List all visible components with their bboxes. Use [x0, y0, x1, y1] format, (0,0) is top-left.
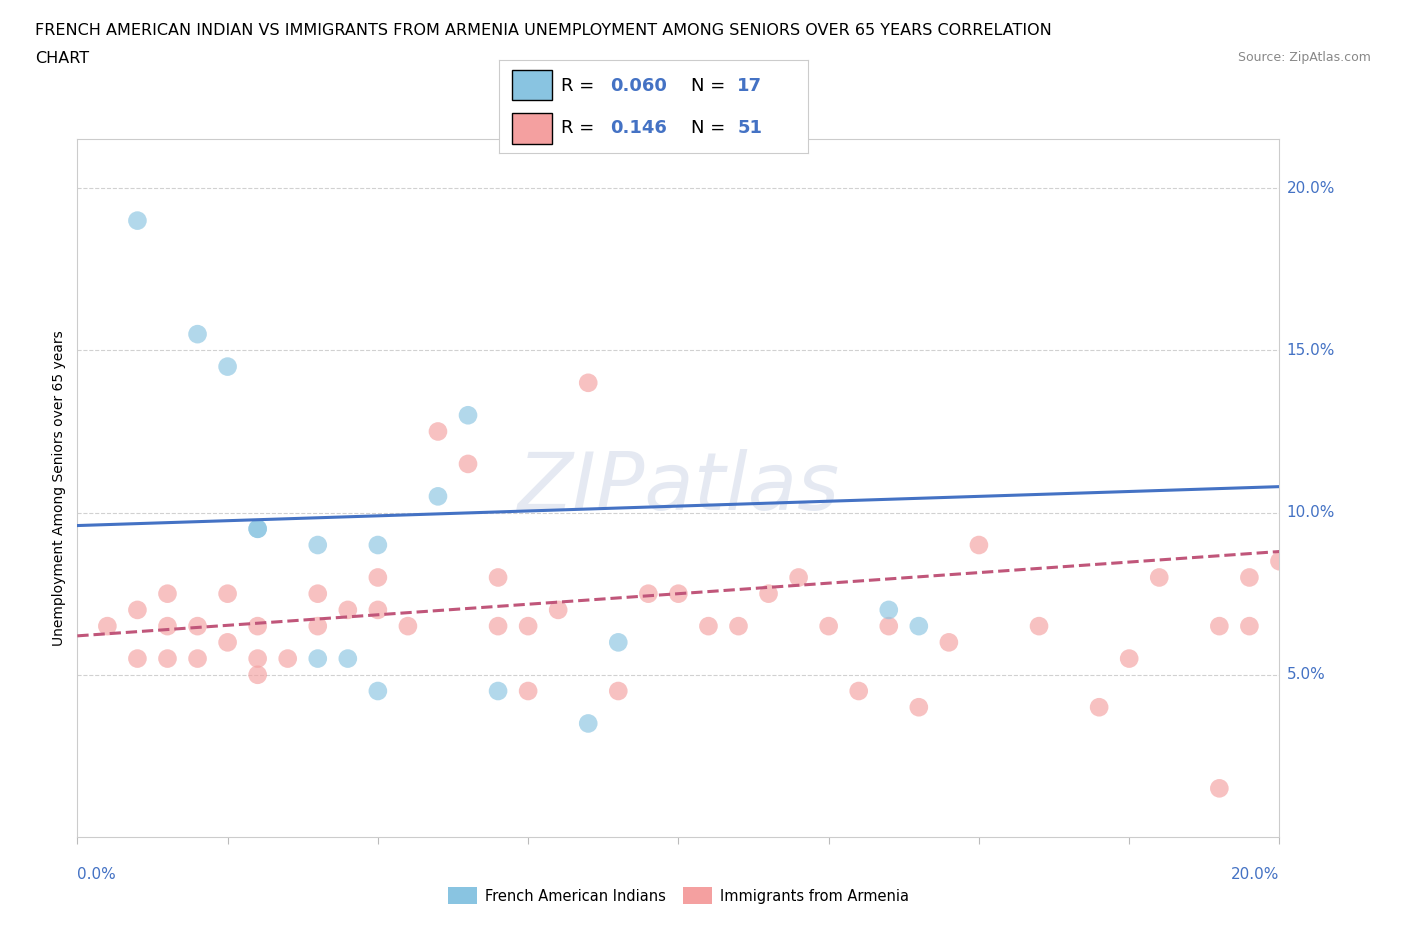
- Point: [186, 326, 209, 341]
- Point: [967, 538, 990, 552]
- Point: [1239, 570, 1261, 585]
- Text: FRENCH AMERICAN INDIAN VS IMMIGRANTS FROM ARMENIA UNEMPLOYMENT AMONG SENIORS OVE: FRENCH AMERICAN INDIAN VS IMMIGRANTS FRO…: [35, 23, 1052, 38]
- Text: 20.0%: 20.0%: [1232, 867, 1279, 882]
- Legend: French American Indians, Immigrants from Armenia: French American Indians, Immigrants from…: [443, 882, 914, 910]
- Point: [547, 603, 569, 618]
- Point: [396, 618, 419, 633]
- Point: [576, 716, 599, 731]
- Point: [307, 618, 329, 633]
- Point: [607, 684, 630, 698]
- Point: [637, 586, 659, 601]
- Text: 20.0%: 20.0%: [1286, 180, 1334, 195]
- Text: 0.0%: 0.0%: [77, 867, 117, 882]
- Point: [486, 618, 509, 633]
- Point: [486, 684, 509, 698]
- Point: [307, 651, 329, 666]
- Point: [246, 618, 269, 633]
- Point: [1149, 570, 1171, 585]
- Point: [1208, 618, 1230, 633]
- Point: [758, 586, 780, 601]
- FancyBboxPatch shape: [512, 70, 551, 100]
- Point: [1239, 618, 1261, 633]
- Point: [668, 586, 690, 601]
- Text: 0.146: 0.146: [610, 119, 668, 138]
- Point: [848, 684, 870, 698]
- FancyBboxPatch shape: [512, 113, 551, 144]
- Point: [127, 603, 149, 618]
- Point: [787, 570, 810, 585]
- Point: [908, 699, 931, 714]
- Text: Source: ZipAtlas.com: Source: ZipAtlas.com: [1237, 51, 1371, 64]
- Point: [127, 213, 149, 228]
- Point: [96, 618, 118, 633]
- Point: [336, 651, 359, 666]
- Point: [486, 570, 509, 585]
- Point: [156, 586, 179, 601]
- Point: [156, 618, 179, 633]
- Point: [367, 538, 389, 552]
- Point: [186, 651, 209, 666]
- Text: N =: N =: [690, 119, 731, 138]
- Point: [938, 635, 960, 650]
- Point: [217, 586, 239, 601]
- Point: [127, 651, 149, 666]
- Point: [517, 684, 540, 698]
- Point: [1208, 781, 1230, 796]
- Text: 5.0%: 5.0%: [1286, 668, 1326, 683]
- Text: N =: N =: [690, 76, 731, 95]
- Point: [517, 618, 540, 633]
- Point: [186, 618, 209, 633]
- Y-axis label: Unemployment Among Seniors over 65 years: Unemployment Among Seniors over 65 years: [52, 330, 66, 646]
- Text: 51: 51: [737, 119, 762, 138]
- Point: [427, 424, 450, 439]
- Point: [877, 618, 900, 633]
- Point: [727, 618, 749, 633]
- Point: [156, 651, 179, 666]
- Point: [817, 618, 839, 633]
- Text: R =: R =: [561, 119, 606, 138]
- Point: [217, 635, 239, 650]
- Text: 10.0%: 10.0%: [1286, 505, 1334, 520]
- Text: 15.0%: 15.0%: [1286, 343, 1334, 358]
- Point: [576, 376, 599, 391]
- Point: [277, 651, 299, 666]
- Text: 0.060: 0.060: [610, 76, 668, 95]
- Point: [457, 408, 479, 423]
- Point: [697, 618, 720, 633]
- Point: [246, 668, 269, 683]
- Point: [908, 618, 931, 633]
- Point: [1028, 618, 1050, 633]
- Point: [246, 651, 269, 666]
- Point: [367, 603, 389, 618]
- Text: R =: R =: [561, 76, 600, 95]
- Point: [336, 603, 359, 618]
- Point: [217, 359, 239, 374]
- Point: [427, 489, 450, 504]
- Point: [246, 522, 269, 537]
- Point: [607, 635, 630, 650]
- Point: [877, 603, 900, 618]
- Point: [246, 522, 269, 537]
- Point: [1118, 651, 1140, 666]
- Point: [307, 538, 329, 552]
- Text: ZIPatlas: ZIPatlas: [517, 449, 839, 527]
- Point: [307, 586, 329, 601]
- Text: 17: 17: [737, 76, 762, 95]
- Text: CHART: CHART: [35, 51, 89, 66]
- Point: [457, 457, 479, 472]
- Point: [1088, 699, 1111, 714]
- Point: [1268, 553, 1291, 568]
- Point: [367, 684, 389, 698]
- Point: [367, 570, 389, 585]
